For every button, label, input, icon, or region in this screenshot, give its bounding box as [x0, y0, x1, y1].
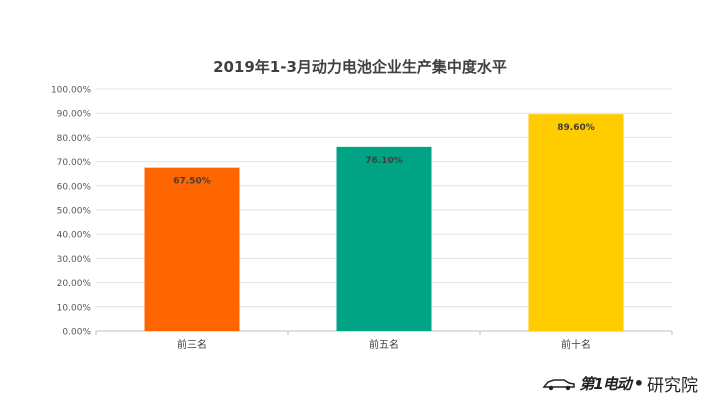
watermark-logo: 第1电动 • 研究院	[542, 371, 698, 396]
y-tick-label: 20.00%	[57, 279, 92, 289]
watermark-dot: •	[633, 373, 644, 393]
x-tick-label: 前五名	[369, 338, 399, 351]
y-tick-label: 0.00%	[62, 328, 91, 338]
data-label: 89.60%	[557, 123, 595, 133]
y-tick-label: 40.00%	[57, 231, 92, 241]
x-tick-label: 前三名	[177, 338, 207, 351]
chart-title: 2019年1-3月动力电池企业生产集中度水平	[213, 58, 507, 76]
y-tick-label: 10.00%	[57, 303, 92, 313]
bar	[144, 167, 240, 331]
y-tick-label: 50.00%	[57, 207, 92, 217]
y-tick-label: 70.00%	[57, 158, 92, 168]
x-tick-label: 前十名	[561, 338, 591, 351]
watermark-suffix: 研究院	[647, 375, 698, 396]
y-tick-label: 100.00%	[51, 86, 91, 96]
y-tick-label: 90.00%	[57, 110, 92, 120]
car-icon	[542, 379, 576, 391]
bar	[336, 146, 432, 331]
data-label: 67.50%	[173, 177, 211, 187]
data-label: 76.10%	[365, 156, 403, 166]
watermark-brand: 第1电动	[579, 374, 631, 393]
y-tick-label: 80.00%	[57, 134, 92, 144]
bar	[528, 114, 624, 331]
y-tick-label: 30.00%	[57, 255, 92, 265]
y-tick-label: 60.00%	[57, 182, 92, 192]
